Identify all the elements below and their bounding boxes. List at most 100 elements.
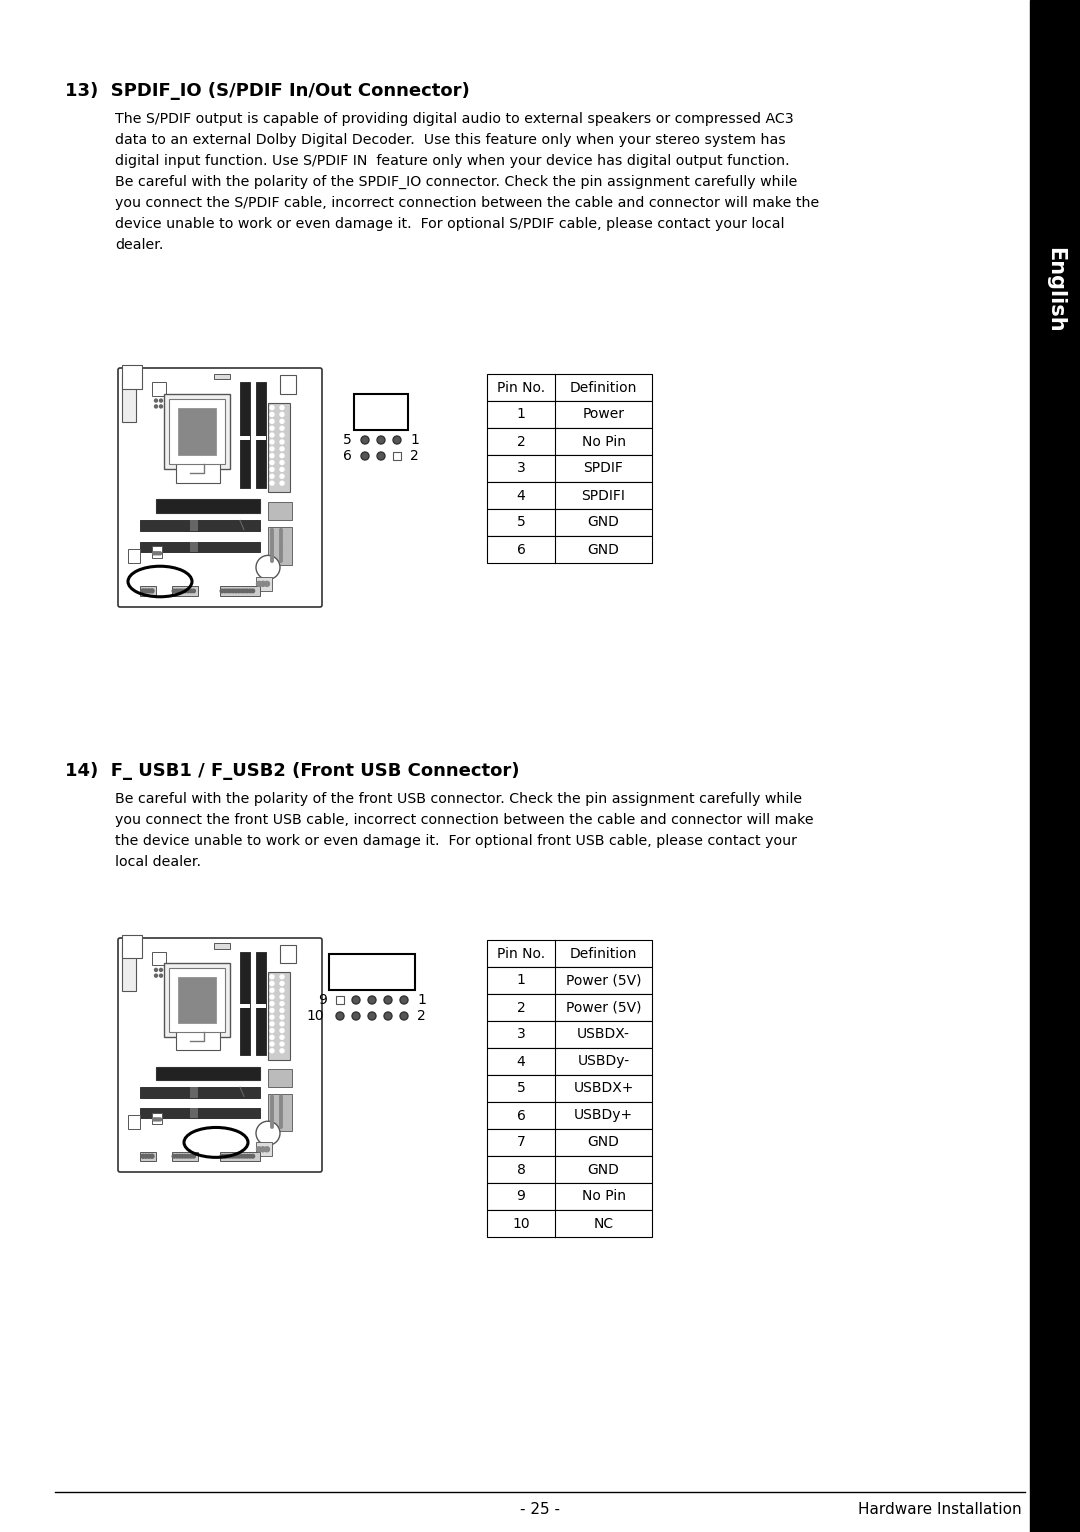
Circle shape (271, 1118, 273, 1120)
Bar (256, 381, 266, 487)
Circle shape (229, 1155, 232, 1158)
Circle shape (154, 404, 158, 408)
Bar (487, 1183, 652, 1210)
Circle shape (280, 1008, 284, 1013)
Circle shape (280, 535, 282, 538)
Circle shape (234, 590, 238, 593)
Circle shape (280, 434, 284, 437)
Circle shape (280, 548, 282, 550)
Circle shape (271, 550, 273, 553)
Circle shape (271, 547, 273, 548)
Circle shape (147, 1154, 151, 1158)
Text: USBDy-: USBDy- (578, 1054, 630, 1068)
Circle shape (271, 1106, 273, 1109)
Circle shape (271, 530, 273, 533)
Circle shape (271, 535, 273, 538)
Text: GND: GND (588, 1163, 620, 1177)
Bar (220, 1152, 260, 1161)
Bar (140, 1108, 260, 1118)
Bar (256, 1005, 266, 1008)
Bar (487, 941, 652, 967)
Circle shape (280, 541, 282, 542)
Circle shape (280, 532, 282, 535)
Circle shape (270, 461, 274, 464)
Bar (487, 427, 652, 455)
Circle shape (159, 1118, 162, 1121)
Circle shape (271, 548, 273, 550)
Text: you connect the S/PDIF cable, incorrect connection between the cable and connect: you connect the S/PDIF cable, incorrect … (114, 196, 820, 210)
Circle shape (257, 1147, 261, 1152)
Circle shape (186, 1155, 190, 1158)
Circle shape (384, 996, 392, 1003)
Circle shape (270, 453, 274, 458)
Circle shape (280, 545, 282, 547)
Text: 5: 5 (516, 515, 525, 530)
Circle shape (243, 1155, 246, 1158)
Bar (256, 1143, 272, 1157)
Circle shape (178, 590, 181, 593)
Circle shape (257, 581, 261, 587)
Text: Power: Power (582, 408, 624, 421)
Circle shape (271, 1105, 273, 1108)
Bar (172, 1152, 198, 1161)
Bar (168, 398, 225, 464)
Bar (487, 509, 652, 536)
Text: 6: 6 (516, 542, 526, 556)
Circle shape (222, 590, 227, 593)
Circle shape (271, 1098, 273, 1102)
Bar (268, 403, 291, 492)
Circle shape (229, 590, 232, 593)
Bar (487, 1075, 652, 1102)
Bar (487, 536, 652, 562)
Circle shape (144, 588, 148, 593)
Circle shape (270, 1002, 274, 1005)
Text: 2: 2 (516, 435, 525, 449)
Circle shape (271, 538, 273, 541)
Circle shape (271, 1114, 273, 1117)
Circle shape (280, 982, 284, 985)
Circle shape (361, 452, 369, 460)
Circle shape (271, 552, 273, 555)
Circle shape (270, 974, 274, 979)
Bar (487, 1210, 652, 1236)
Bar (140, 541, 260, 552)
Circle shape (270, 1008, 274, 1013)
Bar (268, 501, 292, 521)
Circle shape (152, 552, 156, 555)
Bar (190, 541, 198, 552)
Circle shape (184, 590, 187, 593)
Bar (487, 1048, 652, 1075)
Circle shape (240, 590, 243, 593)
Circle shape (270, 412, 274, 417)
Text: 4: 4 (516, 1054, 525, 1068)
Circle shape (270, 1022, 274, 1026)
Text: 2: 2 (516, 1000, 525, 1014)
Circle shape (271, 541, 273, 542)
Bar (487, 1129, 652, 1157)
Circle shape (271, 1100, 273, 1103)
Circle shape (280, 440, 284, 444)
Circle shape (280, 530, 282, 533)
Circle shape (270, 426, 274, 430)
Circle shape (159, 552, 162, 555)
Circle shape (175, 1155, 178, 1158)
Text: SPDIF: SPDIF (583, 461, 623, 475)
Circle shape (280, 1049, 284, 1052)
Circle shape (271, 1121, 273, 1123)
Circle shape (352, 1013, 360, 1020)
Text: 9: 9 (319, 993, 327, 1007)
Circle shape (160, 404, 162, 408)
Circle shape (271, 1117, 273, 1118)
Bar (336, 996, 345, 1003)
Text: 5: 5 (343, 434, 352, 447)
Circle shape (237, 1155, 241, 1158)
Bar (164, 964, 230, 1037)
Bar (487, 967, 652, 994)
Circle shape (152, 1118, 156, 1121)
Bar (240, 1005, 249, 1008)
Circle shape (271, 533, 273, 536)
Circle shape (231, 590, 235, 593)
Circle shape (352, 996, 360, 1003)
Circle shape (271, 545, 273, 547)
Circle shape (377, 452, 384, 460)
